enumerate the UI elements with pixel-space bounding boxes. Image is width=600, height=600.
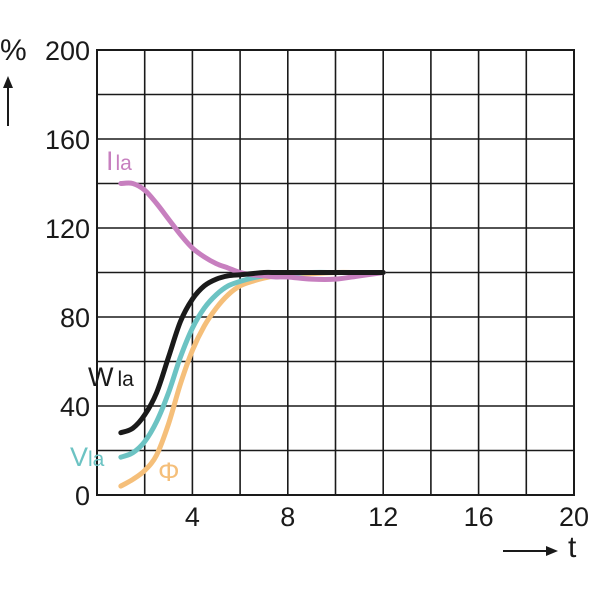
y-tick-label: 120 [45, 214, 90, 244]
series-label-wla-sub: la [117, 368, 134, 391]
series-line-vla [118, 269, 386, 460]
tick-labels: 0 40 80 120 160 200 4 8 12 16 20 [45, 36, 589, 532]
series-label-vla-main: V [70, 442, 88, 472]
x-axis-arrow-head [546, 546, 558, 556]
series-line-wla [118, 269, 386, 436]
plot-frame [96, 49, 575, 496]
series-label-phi: Φ [158, 457, 180, 487]
series-line-ila [118, 180, 386, 283]
x-axis-label: t [568, 531, 577, 564]
series-label-vla: Vla [70, 442, 105, 472]
x-tick-label: 20 [559, 502, 589, 532]
x-tick-label: 8 [280, 502, 295, 532]
series-lines [118, 180, 386, 489]
y-axis-arrow-head [3, 76, 13, 88]
x-tick-label: 12 [368, 502, 398, 532]
series-label-ila-main: I [106, 146, 114, 176]
y-axis-label: % [0, 34, 27, 67]
y-tick-label: 80 [60, 303, 90, 333]
y-tick-label: 200 [45, 36, 90, 66]
x-tick-label: 4 [185, 502, 200, 532]
series-label-ila: Ila [106, 146, 132, 176]
y-tick-label: 40 [60, 392, 90, 422]
y-tick-label: 0 [75, 481, 90, 511]
series-label-ila-sub: la [116, 152, 133, 175]
series-label-phi-main: Φ [158, 457, 180, 487]
x-tick-label: 16 [464, 502, 494, 532]
series-label-vla-sub: la [88, 448, 105, 471]
y-tick-label: 160 [45, 125, 90, 155]
series-label-wla-main: W [88, 362, 114, 392]
